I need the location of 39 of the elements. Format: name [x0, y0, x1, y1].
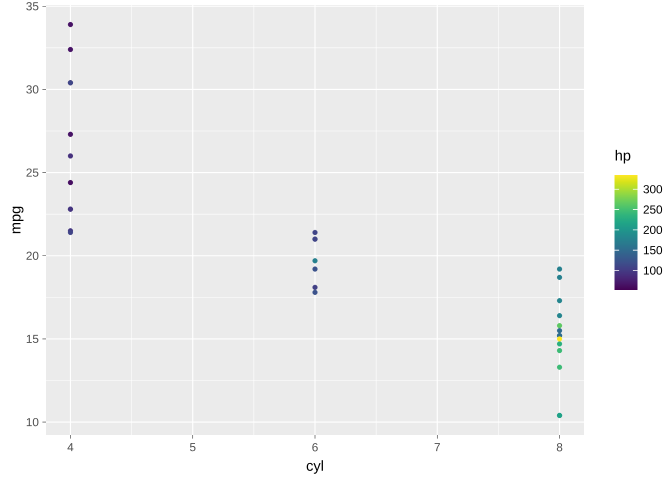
y-axis-title: mpg: [12, 206, 24, 234]
point: [68, 22, 74, 28]
point: [68, 132, 74, 137]
point: [556, 323, 562, 328]
color-bar-title: hp: [616, 150, 630, 164]
y-tick-label: 10: [26, 418, 38, 426]
x-tick-label: 4: [67, 443, 74, 452]
point: [312, 230, 318, 236]
point: [556, 341, 562, 347]
point: [556, 328, 562, 334]
point: [556, 348, 562, 354]
point: [556, 298, 562, 304]
point: [68, 46, 74, 52]
point: [312, 258, 318, 264]
x-axis-title: cyl: [306, 460, 323, 474]
x-tick-label: 5: [190, 443, 196, 452]
point: [556, 336, 562, 342]
y-tick-label: 15: [26, 334, 38, 344]
color-bar-label: 300: [643, 185, 662, 194]
point: [312, 266, 318, 272]
color-bar-label: 200: [644, 226, 662, 234]
color-bar-label: 150: [644, 246, 662, 254]
y-tick-label: 25: [26, 168, 38, 177]
x-tick-label: 8: [556, 443, 562, 452]
point: [68, 180, 74, 186]
x-tick-label: 7: [434, 443, 440, 452]
point: [68, 153, 74, 159]
y-tick-label: 30: [26, 85, 38, 94]
point: [312, 284, 318, 290]
x-tick-label: 6: [312, 443, 318, 452]
y-tick-label: 35: [26, 2, 38, 10]
color-bar-label: 250: [644, 205, 662, 214]
color-bar-label: 100: [644, 266, 662, 275]
point: [556, 364, 562, 370]
point: [556, 313, 562, 318]
point: [312, 290, 318, 295]
y-tick-label: 20: [26, 252, 38, 260]
point: [556, 266, 562, 272]
point: [556, 274, 562, 280]
